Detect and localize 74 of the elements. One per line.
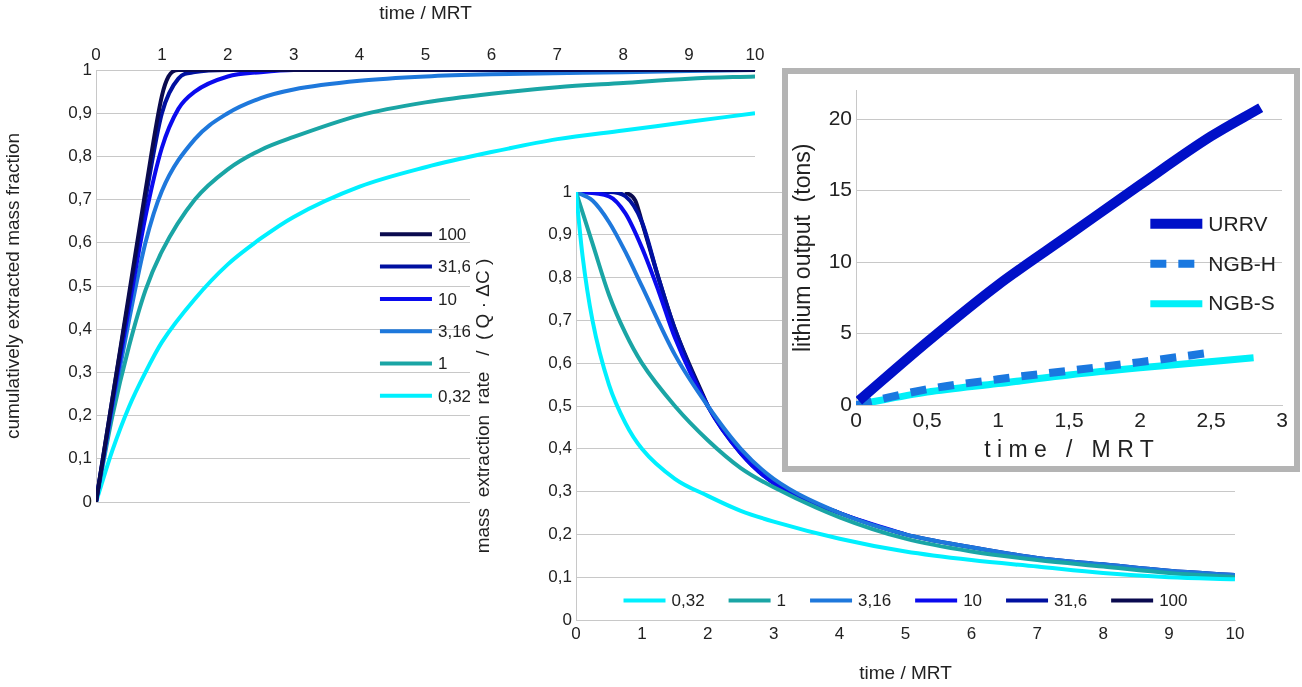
x-tick-label: 5 <box>420 45 431 65</box>
y-tick-label: 0,5 <box>68 275 92 295</box>
x-tick-label: 4 <box>834 623 845 643</box>
legend-label: 0,32 <box>671 591 705 611</box>
x-tick-label: 9 <box>1164 623 1174 643</box>
y-tick-label: 0,8 <box>548 267 572 287</box>
y-tick-label: 0,2 <box>68 405 92 425</box>
x-tick-label: 2 <box>1134 408 1146 432</box>
legend-label: 100 <box>1159 591 1188 611</box>
y-tick-label: 0,6 <box>68 232 92 252</box>
legend-label: 31,6 <box>437 257 472 277</box>
y-tick-label: 0,4 <box>548 438 572 458</box>
x-tick-label: 3 <box>1276 408 1288 432</box>
x-tick-label: 3 <box>768 623 779 643</box>
x-tick-label: 4 <box>354 45 365 65</box>
y-tick-label: 15 <box>828 177 852 201</box>
y-tick-label: 0,9 <box>548 224 572 244</box>
legend-label: 3,16 <box>437 321 472 341</box>
y-tick-label: 0,7 <box>548 310 572 330</box>
y-tick-label: 0,4 <box>68 318 92 338</box>
x-axis-title: time / MRT <box>379 1 473 23</box>
y-tick-label: 20 <box>828 105 852 129</box>
x-tick-label: 2 <box>223 45 233 65</box>
y-tick-label: 0 <box>82 491 92 511</box>
legend-label: 1 <box>437 354 448 374</box>
x-tick-label: 1,5 <box>1054 408 1084 432</box>
y-tick-label: 0 <box>562 609 572 629</box>
legend-label: NGB-S <box>1208 291 1275 315</box>
legend-label: URRV <box>1208 211 1268 235</box>
x-tick-label: 10 <box>1225 623 1245 643</box>
x-tick-label: 10 <box>745 45 765 65</box>
x-axis-title: t i m e / M R T <box>984 435 1154 462</box>
legend-label: 3,16 <box>858 591 892 611</box>
x-tick-label: 3 <box>288 45 299 65</box>
y-tick-label: 5 <box>840 320 852 344</box>
x-tick-label: 8 <box>1098 623 1108 643</box>
y-tick-label: 0,6 <box>548 352 572 372</box>
x-axis-title: time / MRT <box>859 661 953 683</box>
y-tick-label: 0,3 <box>68 362 92 382</box>
x-tick-label: 8 <box>618 45 628 65</box>
x-tick-label: 9 <box>684 45 694 65</box>
legend-label: 31,6 <box>1054 591 1088 611</box>
x-tick-label: 1 <box>992 408 1004 432</box>
legend-label: 100 <box>437 225 467 245</box>
y-tick-label: 0,1 <box>68 448 92 468</box>
y-tick-label: 0,5 <box>548 395 572 415</box>
x-tick-label: 2,5 <box>1196 408 1226 432</box>
x-tick-label: 1 <box>637 623 647 643</box>
y-axis-title: cumulatively extracted mass fraction <box>1 132 23 440</box>
legend-label: 0,32 <box>437 386 472 406</box>
y-tick-label: 1 <box>82 59 92 79</box>
legend-label: 1 <box>776 591 787 611</box>
y-tick-label: 1 <box>562 181 572 201</box>
y-tick-label: 10 <box>828 248 852 272</box>
x-tick-label: 6 <box>966 623 977 643</box>
y-tick-label: 0,1 <box>548 566 572 586</box>
legend-label: 10 <box>437 289 457 309</box>
y-tick-label: 0,7 <box>68 189 92 209</box>
y-axis-title: mass extraction rate / ( Q · ΔC ) <box>471 258 493 554</box>
legend-label: NGB-H <box>1208 251 1277 275</box>
x-tick-label: 7 <box>552 45 563 65</box>
y-axis-title: lithium output (tons) <box>789 143 816 352</box>
legend-label: 10 <box>963 591 983 611</box>
y-tick-label: 0 <box>840 391 852 415</box>
y-tick-label: 0,2 <box>548 524 572 544</box>
x-tick-label: 2 <box>703 623 713 643</box>
y-tick-label: 0,9 <box>68 102 92 122</box>
y-tick-label: 0,8 <box>68 146 92 166</box>
x-tick-label: 7 <box>1032 623 1043 643</box>
y-tick-label: 0,3 <box>548 481 572 501</box>
x-tick-label: 1 <box>157 45 167 65</box>
x-tick-label: 5 <box>900 623 911 643</box>
x-tick-label: 6 <box>486 45 497 65</box>
x-tick-label: 0,5 <box>912 408 942 432</box>
